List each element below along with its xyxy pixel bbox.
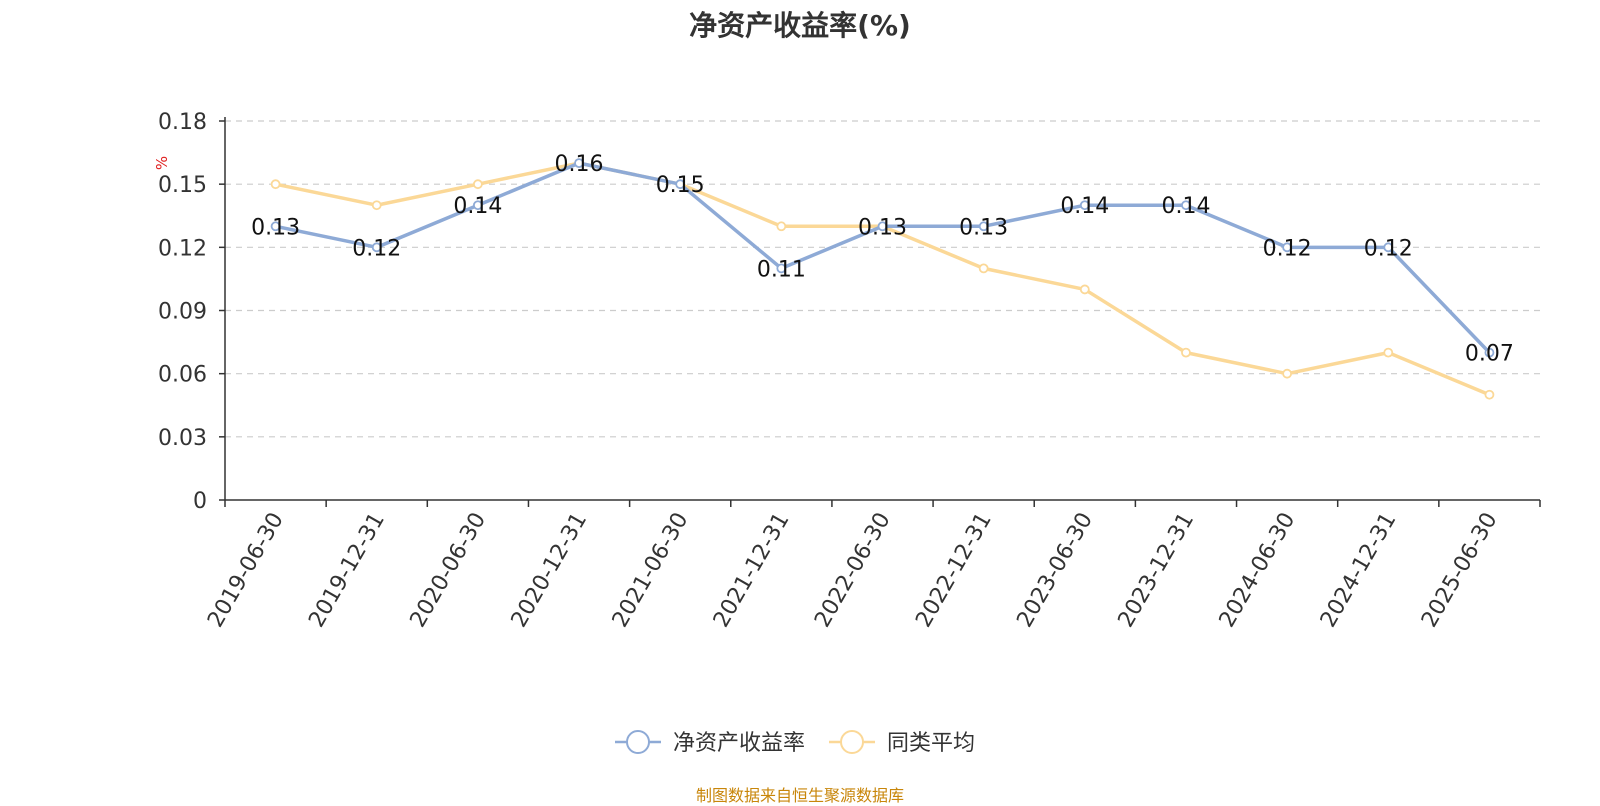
- data-label-roe: 0.14: [1161, 194, 1210, 219]
- data-point-average: [1383, 347, 1394, 358]
- y-tick-label: 0.18: [158, 110, 207, 135]
- data-label-roe: 0.13: [858, 215, 907, 240]
- legend-label-average: 同类平均: [887, 731, 975, 756]
- y-tick-label: 0.09: [158, 300, 207, 325]
- x-tick-label: 2022-12-31: [911, 509, 997, 632]
- y-tick-label: 0.06: [158, 363, 207, 388]
- data-point-roe: [270, 221, 281, 232]
- x-tick-label: 2025-06-30: [1417, 509, 1503, 632]
- y-tick-label: 0.15: [158, 173, 207, 198]
- data-label-roe: 0.12: [1364, 236, 1413, 261]
- data-label-roe: 0.07: [1465, 342, 1514, 367]
- data-point-roe: [1181, 200, 1191, 211]
- data-point-average: [1079, 284, 1090, 295]
- data-point-average: [1484, 389, 1495, 400]
- y-tick-label: 0.03: [158, 426, 207, 451]
- data-label-roe: 0.11: [757, 257, 806, 282]
- data-source-note: 制图数据来自恒生聚源数据库: [695, 786, 904, 805]
- legend-marker-icon: [626, 730, 650, 754]
- data-point-roe: [1079, 200, 1090, 211]
- legend-marker-icon: [840, 730, 865, 754]
- data-point-average: [978, 263, 989, 274]
- data-point-roe: [1383, 242, 1394, 253]
- data-point-average: [1282, 368, 1293, 379]
- data-point-roe: [675, 179, 686, 190]
- data-label-roe: 0.16: [555, 152, 604, 177]
- legend-label-roe: 净资产收益率: [673, 731, 805, 756]
- x-tick-label: 2021-12-31: [709, 509, 795, 632]
- data-point-average: [776, 221, 787, 232]
- x-tick-label: 2019-12-31: [304, 509, 390, 632]
- data-point-roe: [978, 221, 989, 232]
- data-point-average: [371, 200, 382, 211]
- data-point-average: [270, 179, 281, 190]
- x-tick-label: 2024-06-30: [1215, 509, 1301, 632]
- x-tick-label: 2023-06-30: [1012, 509, 1098, 632]
- data-point-roe: [776, 263, 787, 274]
- data-label-roe: 0.14: [453, 194, 502, 219]
- y-tick-label: 0.12: [158, 236, 207, 261]
- x-tick-label: 2019-06-30: [203, 509, 289, 632]
- x-tick-label: 2023-12-31: [1114, 509, 1200, 632]
- data-point-roe: [574, 158, 584, 169]
- data-point-roe: [877, 221, 888, 232]
- x-tick-label: 2021-06-30: [608, 509, 694, 632]
- data-point-roe: [472, 200, 483, 211]
- data-point-roe: [1484, 347, 1495, 358]
- y-axis-unit-label: %: [153, 156, 171, 170]
- data-point-average: [1181, 347, 1191, 358]
- data-point-average: [472, 179, 483, 190]
- y-tick-label: 0: [193, 489, 207, 514]
- x-tick-label: 2024-12-31: [1316, 509, 1402, 632]
- data-label-roe: 0.15: [656, 173, 705, 198]
- data-label-roe: 0.13: [959, 215, 1008, 240]
- data-label-roe: 0.12: [1263, 236, 1312, 261]
- data-point-roe: [371, 242, 382, 253]
- data-label-roe: 0.12: [352, 236, 401, 261]
- data-point-roe: [1282, 242, 1293, 253]
- x-tick-label: 2020-12-31: [507, 509, 593, 632]
- x-tick-label: 2020-06-30: [406, 509, 492, 632]
- chart-title: 净资产收益率(%): [689, 9, 911, 42]
- data-label-roe: 0.13: [251, 215, 300, 240]
- data-label-roe: 0.14: [1060, 194, 1109, 219]
- x-tick-label: 2022-06-30: [810, 509, 896, 632]
